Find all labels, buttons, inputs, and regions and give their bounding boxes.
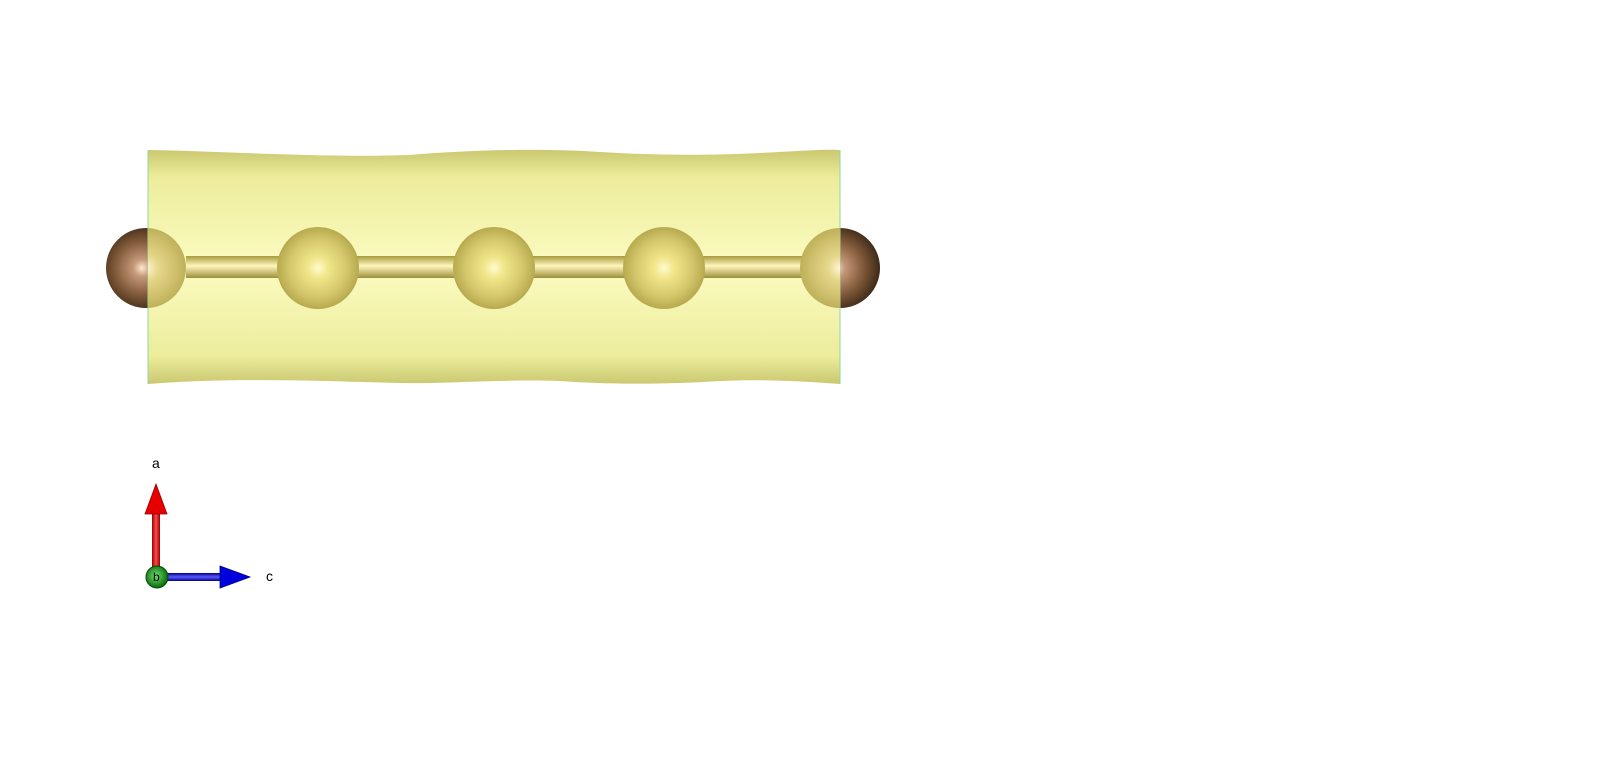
axis-b-label: b xyxy=(153,570,160,584)
atom-inner-2 xyxy=(453,227,535,309)
axis-c-arrow xyxy=(160,565,252,589)
axis-triad: a b c xyxy=(144,455,273,589)
atom-end-left-inner xyxy=(148,228,186,308)
axis-a-arrow xyxy=(144,482,168,574)
bond xyxy=(702,256,802,278)
atom-inner-1 xyxy=(277,227,359,309)
bonds xyxy=(186,256,802,278)
bond xyxy=(532,256,626,278)
atom-inner-3 xyxy=(623,227,705,309)
axis-a-label: a xyxy=(152,455,160,471)
atoms xyxy=(148,227,840,309)
bond xyxy=(186,256,280,278)
axis-c-label: c xyxy=(266,568,273,584)
atom-end-right-inner xyxy=(800,228,840,308)
axis-b-origin xyxy=(145,565,169,589)
bond xyxy=(356,256,456,278)
